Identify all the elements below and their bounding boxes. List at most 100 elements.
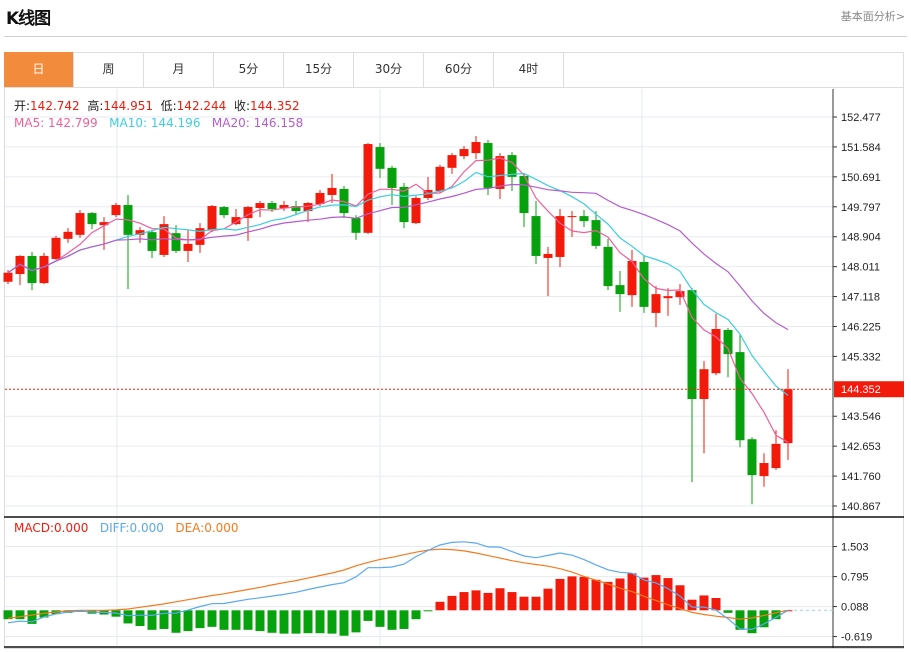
open-label: 开: xyxy=(14,99,31,113)
y-tick-label: 150.691 xyxy=(841,172,881,184)
candle-body xyxy=(3,272,13,282)
candle xyxy=(723,327,733,378)
ma20-legend: MA20: 146.158 xyxy=(211,116,304,130)
macd-bar xyxy=(567,576,577,611)
candle xyxy=(735,335,745,448)
diff-line xyxy=(7,541,789,631)
candle-body xyxy=(375,147,385,169)
candle-body xyxy=(75,213,85,235)
candle xyxy=(147,230,157,258)
y-tick-label: 145.332 xyxy=(841,351,881,363)
candle-body xyxy=(531,216,541,256)
macd-bar xyxy=(255,610,265,632)
candle xyxy=(135,227,145,243)
candle-body xyxy=(615,285,625,295)
macd-bar xyxy=(771,610,781,620)
macd-bar xyxy=(471,590,481,611)
macd-bar xyxy=(519,596,529,611)
candle-body xyxy=(507,155,517,177)
candle xyxy=(363,143,373,234)
tab-5min[interactable]: 5分 xyxy=(214,52,284,87)
macd-y-tick-label: -0.619 xyxy=(841,632,872,644)
candle-body xyxy=(111,205,121,216)
y-tick-label: 151.584 xyxy=(841,142,881,154)
macd-bar xyxy=(3,610,13,620)
candle xyxy=(315,189,325,207)
candle xyxy=(711,313,721,376)
macd-bar xyxy=(423,610,433,612)
candle xyxy=(555,209,565,268)
candle-body xyxy=(315,192,325,205)
tab-month[interactable]: 月 xyxy=(144,52,214,87)
candle xyxy=(543,246,553,297)
ma-legend: MA5: 142.799 MA10: 144.196 MA20: 146.158 xyxy=(14,116,303,130)
tab-15min[interactable]: 15分 xyxy=(284,52,354,87)
macd-bar xyxy=(399,610,409,629)
tab-day[interactable]: 日 xyxy=(4,52,74,87)
candle xyxy=(87,212,97,230)
macd-bar xyxy=(303,610,313,634)
macd-bar xyxy=(591,579,601,611)
candle-body xyxy=(387,167,397,188)
macd-bar xyxy=(651,575,661,611)
candle xyxy=(759,453,769,487)
candle-body xyxy=(435,166,445,191)
macd-bar xyxy=(195,610,205,629)
macd-y-tick-label: 0.795 xyxy=(841,572,869,584)
fundamental-analysis-link[interactable]: 基本面分析> xyxy=(840,10,905,23)
candle xyxy=(243,206,253,241)
macd-legend: MACD:0.000 DIFF:0.000 DEA:0.000 xyxy=(14,521,239,535)
candle-body xyxy=(219,207,229,216)
candle xyxy=(471,135,481,160)
tab-week[interactable]: 周 xyxy=(74,52,144,87)
candle-body xyxy=(99,222,109,226)
candle-body xyxy=(183,243,193,251)
tab-30min[interactable]: 30分 xyxy=(354,52,424,87)
candle xyxy=(675,284,685,305)
candle-body xyxy=(447,155,457,168)
low-value: 142.244 xyxy=(176,99,227,113)
candle xyxy=(183,230,193,262)
candle-body xyxy=(675,291,685,298)
candle-body xyxy=(663,296,673,299)
macd-bar xyxy=(279,610,289,634)
macd-bar xyxy=(327,610,337,634)
candle xyxy=(531,200,541,264)
candle xyxy=(519,173,529,228)
macd-bar xyxy=(555,578,565,611)
macd-bar xyxy=(759,610,769,628)
dea-line xyxy=(7,548,789,620)
candle-body xyxy=(51,237,61,259)
candle xyxy=(327,173,337,204)
tab-60min[interactable]: 60分 xyxy=(424,52,494,87)
candle xyxy=(483,140,493,195)
candle-body xyxy=(711,328,721,374)
macd-bar xyxy=(171,610,181,633)
tab-4hour[interactable]: 4时 xyxy=(494,52,564,87)
macd-bar xyxy=(123,610,133,624)
macd-bar xyxy=(27,610,37,624)
candle xyxy=(447,153,457,174)
candle-body xyxy=(555,216,565,257)
macd-bar xyxy=(459,592,469,611)
macd-bar xyxy=(339,610,349,636)
candle xyxy=(771,430,781,471)
candle-body xyxy=(159,224,169,255)
candle-body xyxy=(303,203,313,212)
candle-body xyxy=(687,290,697,400)
candle xyxy=(231,209,241,226)
candle-body xyxy=(255,203,265,209)
low-label: 低: xyxy=(160,99,177,113)
candle-body xyxy=(627,260,637,296)
candle-body xyxy=(459,149,469,157)
ohlc-legend: 开:142.742 高:144.951 低:142.244 收:144.352 xyxy=(14,97,300,114)
candle-body xyxy=(327,187,337,195)
candle xyxy=(387,165,397,206)
candle xyxy=(747,437,757,505)
candle xyxy=(291,200,301,216)
candle xyxy=(627,249,637,307)
period-tabs: 日 周 月 5分 15分 30分 60分 4时 xyxy=(4,52,904,88)
candle xyxy=(663,288,673,316)
macd-bar xyxy=(267,610,277,633)
